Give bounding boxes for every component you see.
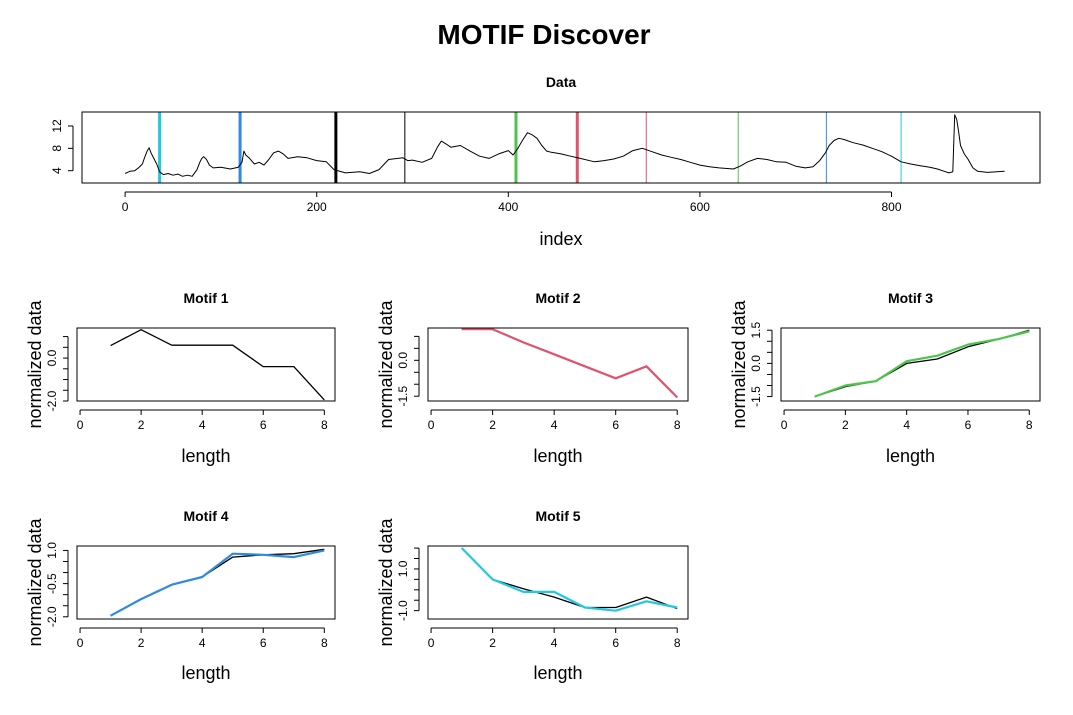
- series-line-1: [110, 329, 325, 401]
- series-line-2: [814, 330, 1030, 398]
- x-tick-label: 4: [903, 418, 910, 432]
- x-tick-label: 8: [321, 418, 328, 432]
- y-tick-label: -0.5: [45, 573, 59, 594]
- plot-frame: [427, 327, 689, 402]
- x-tick-label: 2: [842, 418, 849, 432]
- y-tick-label: 0.0: [396, 352, 410, 369]
- y-tick-label: 1.0: [45, 542, 59, 559]
- x-axis-label: length: [886, 446, 935, 466]
- x-tick-label: 6: [260, 636, 267, 650]
- series-line-2: [461, 328, 678, 399]
- x-tick-label: 2: [138, 636, 145, 650]
- plot-frame: [76, 545, 336, 620]
- chart-title: Motif 5: [535, 508, 580, 524]
- chart-title: Motif 3: [888, 290, 933, 306]
- x-tick-label: 6: [965, 418, 972, 432]
- x-tick-label: 0: [781, 418, 788, 432]
- plot-frame: [81, 111, 1041, 184]
- x-axis-label: length: [181, 446, 230, 466]
- x-axis-label: length: [533, 446, 582, 466]
- y-tick-label: -2.0: [45, 390, 59, 411]
- x-tick-label: 800: [881, 200, 901, 214]
- y-tick-label: 8: [50, 145, 64, 152]
- x-tick-label: 6: [612, 636, 619, 650]
- plot-frame: [427, 545, 689, 620]
- x-tick-label: 400: [498, 200, 518, 214]
- y-tick-label: 1.5: [749, 322, 763, 339]
- y-tick-label: 12: [50, 119, 64, 133]
- chart-motif1: Motif 1 0 2 4 6 8 -2.0 0.0 length normalized data: [25, 290, 336, 466]
- series-line-2: [461, 547, 678, 612]
- x-tick-label: 0: [428, 418, 435, 432]
- y-axis-label: normalized data: [25, 299, 45, 428]
- x-tick-label: 4: [551, 636, 558, 650]
- x-tick-label: 0: [122, 200, 129, 214]
- y-tick-label: 0.0: [749, 355, 763, 372]
- x-tick-label: 4: [199, 418, 206, 432]
- x-tick-label: 6: [612, 418, 619, 432]
- y-tick-label: 1.0: [396, 560, 410, 577]
- x-tick-label: 200: [307, 200, 327, 214]
- x-tick-label: 2: [489, 418, 496, 432]
- chart-title: Data: [546, 74, 577, 90]
- series-line-1: [110, 548, 325, 617]
- x-axis-label: index: [539, 229, 582, 249]
- x-tick-label: 8: [674, 636, 681, 650]
- x-tick-label: 8: [1026, 418, 1033, 432]
- x-tick-label: 8: [674, 418, 681, 432]
- plot-frame: [780, 327, 1041, 402]
- x-axis-label: length: [533, 663, 582, 683]
- y-tick-label: 4: [50, 167, 64, 174]
- y-tick-label: 0.0: [45, 349, 59, 366]
- y-axis-label: normalized data: [25, 517, 45, 646]
- chart-title: Motif 2: [535, 290, 580, 306]
- x-tick-label: 8: [321, 636, 328, 650]
- x-tick-label: 2: [489, 636, 496, 650]
- chart-motif2: Motif 2 0 2 4 6 8 -1.5 0.0 length normalized data: [376, 290, 689, 466]
- y-axis-label: normalized data: [729, 299, 749, 428]
- y-axis-label: normalized data: [376, 299, 396, 428]
- chart-motif4: Motif 4 0 2 4 6 8 -2.0 -0.5 1.0 length normalized …: [25, 508, 336, 683]
- chart-motif5: Motif 5 0 2 4 6 8 -1.0 1.0 length normalized data: [376, 508, 689, 683]
- plot-frame: [76, 327, 336, 402]
- y-tick-label: -2.0: [45, 606, 59, 627]
- x-tick-label: 4: [199, 636, 206, 650]
- x-tick-label: 0: [77, 636, 84, 650]
- chart-data: Data 0 200 400 600 800 4 8 12 index: [50, 74, 1041, 249]
- x-tick-label: 6: [260, 418, 267, 432]
- x-tick-label: 2: [138, 418, 145, 432]
- x-tick-label: 0: [428, 636, 435, 650]
- y-tick-label: -1.5: [749, 386, 763, 407]
- series-line-2: [110, 549, 325, 617]
- main-title: MOTIF Discover: [437, 19, 650, 50]
- y-tick-label: -1.0: [396, 600, 410, 621]
- chart-motif3: Motif 3 0 2 4 6 8 -1.5 0.0 1.5 length normalized d…: [729, 290, 1041, 466]
- series-line-1: [124, 114, 1005, 177]
- y-tick-label: -1.5: [396, 386, 410, 407]
- chart-title: Motif 1: [183, 290, 228, 306]
- x-tick-label: 4: [551, 418, 558, 432]
- y-axis-label: normalized data: [376, 517, 396, 646]
- x-tick-label: 0: [77, 418, 84, 432]
- x-axis-label: length: [181, 663, 230, 683]
- series-line-1: [461, 328, 678, 398]
- x-tick-label: 600: [690, 200, 710, 214]
- chart-title: Motif 4: [183, 508, 228, 524]
